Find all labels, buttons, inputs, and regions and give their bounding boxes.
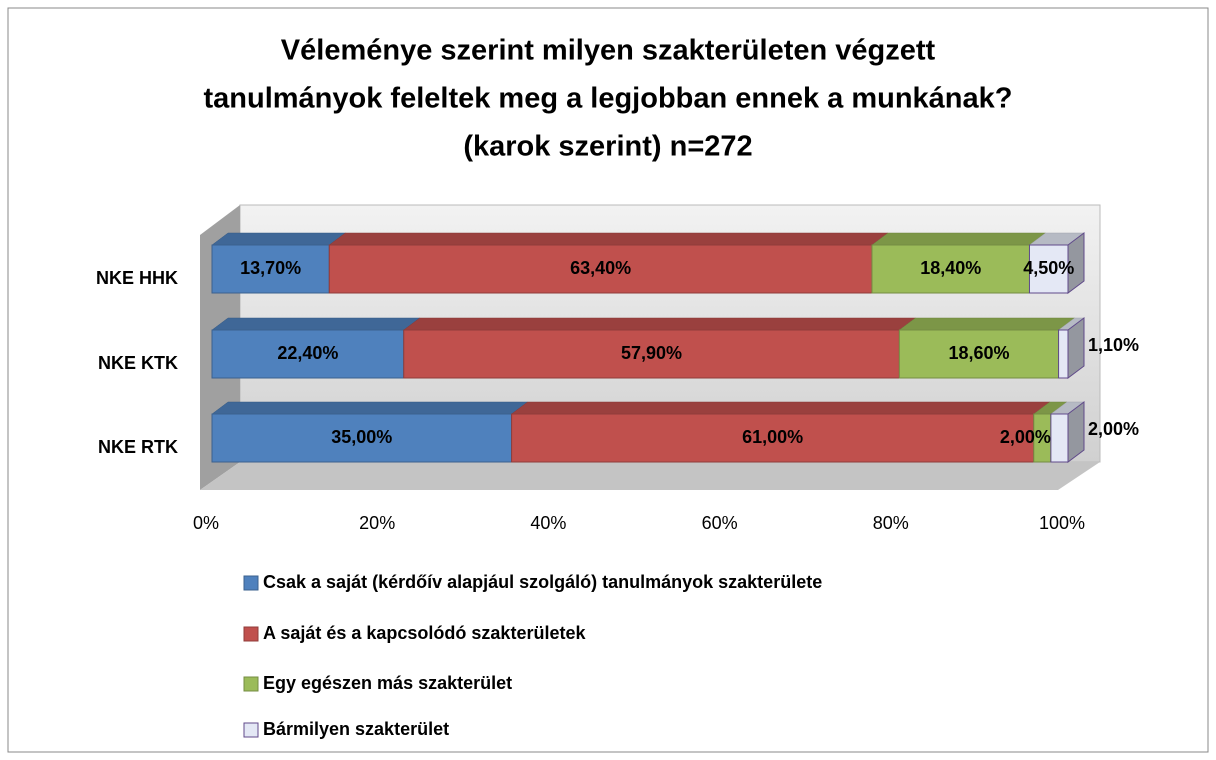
bar	[1028, 244, 1069, 294]
bar	[211, 413, 513, 463]
x-tick-label: 20%	[359, 513, 395, 533]
data-label: 35,00%	[331, 427, 392, 447]
bar	[898, 329, 1060, 379]
category-label: NKE HHK	[96, 268, 178, 288]
legend-swatch	[243, 575, 259, 591]
bar-top	[211, 232, 347, 246]
category-label: NKE KTK	[98, 353, 178, 373]
bar-top	[328, 232, 889, 246]
x-tick-label: 100%	[1039, 513, 1085, 533]
bar	[211, 329, 405, 379]
legend-label: Egy egészen más szakterület	[263, 673, 512, 693]
legend-swatch	[243, 626, 259, 642]
x-tick-label: 80%	[873, 513, 909, 533]
bar-top	[211, 401, 529, 415]
data-label: 63,40%	[570, 258, 631, 278]
legend-label: Csak a saját (kérdőív alapjául szolgáló)…	[263, 572, 822, 592]
chart-title: tanulmányok feleltek meg a legjobban enn…	[203, 83, 1012, 115]
data-label: 1,10%	[1088, 335, 1139, 355]
data-label: 4,50%	[1023, 258, 1074, 278]
data-label: 18,60%	[948, 343, 1009, 363]
floor	[200, 462, 1100, 490]
bar-top	[898, 317, 1076, 331]
bar	[403, 329, 900, 379]
bar	[328, 244, 873, 294]
x-tick-label: 40%	[530, 513, 566, 533]
data-label: 18,40%	[920, 258, 981, 278]
bar	[871, 244, 1030, 294]
chart-title: (karok szerint) n=272	[463, 131, 752, 163]
bar	[511, 413, 1035, 463]
bar-top	[510, 401, 1051, 415]
data-label: 61,00%	[742, 427, 803, 447]
data-label: 22,40%	[277, 343, 338, 363]
x-tick-label: 60%	[702, 513, 738, 533]
bar-top	[871, 232, 1047, 246]
legend-swatch	[243, 722, 259, 738]
legend-swatch	[243, 676, 259, 692]
x-tick-label: 0%	[193, 513, 219, 533]
bar	[211, 244, 330, 294]
legend-label: Bármilyen szakterület	[263, 719, 449, 739]
data-label: 13,70%	[240, 258, 301, 278]
bar	[1050, 413, 1069, 463]
bar	[1058, 329, 1069, 379]
category-label: NKE RTK	[98, 437, 178, 457]
data-label: 2,00%	[1000, 427, 1051, 447]
data-label: 57,90%	[621, 343, 682, 363]
bar-top	[211, 317, 421, 331]
bar-top	[402, 317, 917, 331]
chart-title: Véleménye szerint milyen szakterületen v…	[281, 35, 936, 67]
data-label: 2,00%	[1088, 419, 1139, 439]
legend-label: A saját és a kapcsolódó szakterületek	[263, 623, 586, 643]
